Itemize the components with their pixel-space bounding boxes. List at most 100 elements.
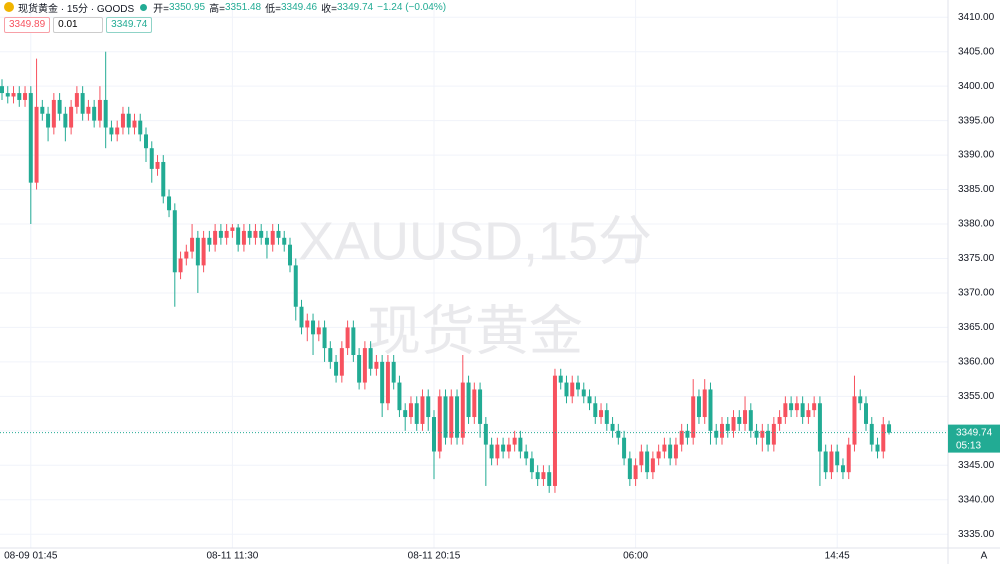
candle-body xyxy=(5,93,10,97)
candle-body xyxy=(253,230,258,238)
candle-body xyxy=(92,106,97,121)
candle-body xyxy=(604,410,609,424)
candle-body xyxy=(794,403,799,411)
candle-body xyxy=(380,361,385,404)
candle-body xyxy=(316,327,321,335)
candle-body xyxy=(593,403,598,418)
candle-body xyxy=(478,389,483,424)
candle-body xyxy=(51,99,56,128)
candle-body xyxy=(97,99,102,121)
candle-body xyxy=(449,396,454,438)
candle-body xyxy=(362,348,367,383)
candle-body xyxy=(512,437,517,445)
y-tick-label: 3385.00 xyxy=(958,184,995,195)
candle-body xyxy=(529,458,534,473)
candle-body xyxy=(495,444,500,459)
candle-body xyxy=(679,430,684,445)
candle-body xyxy=(144,134,148,149)
candle-body xyxy=(305,320,310,328)
candle-body xyxy=(754,430,759,438)
candle-body xyxy=(760,430,765,438)
candle-body xyxy=(46,113,51,128)
ask-box[interactable]: 3349.74 xyxy=(106,17,153,33)
y-tick-label: 3370.00 xyxy=(958,288,995,299)
candle-body xyxy=(374,361,379,369)
watermark: 现货黄金 xyxy=(367,301,583,361)
candle-body xyxy=(236,227,241,245)
ohlc-label: 收= xyxy=(321,3,337,15)
candle-body xyxy=(247,230,252,238)
candle-body xyxy=(535,472,540,480)
candle-body xyxy=(40,106,45,114)
y-tick-label: 3340.00 xyxy=(958,494,995,505)
candle-body xyxy=(524,451,529,459)
candle-body xyxy=(875,444,880,452)
candle-body xyxy=(662,444,667,452)
y-tick-label: 3360.00 xyxy=(958,357,995,368)
candle-body xyxy=(858,396,863,404)
candle-body xyxy=(685,430,690,438)
candle-body xyxy=(178,258,183,273)
candle-body xyxy=(725,423,730,431)
candle-body xyxy=(270,230,275,245)
candle-body xyxy=(552,375,557,486)
candle-body xyxy=(103,99,108,128)
candle-body xyxy=(731,417,736,431)
candle-body xyxy=(639,451,644,466)
candle-body xyxy=(57,99,62,114)
candle-body xyxy=(656,451,661,459)
candle-body xyxy=(622,437,627,459)
candle-body xyxy=(766,430,771,445)
x-tick-label: 14:45 xyxy=(825,551,850,562)
candle-body xyxy=(835,451,840,466)
candle-body xyxy=(437,396,442,452)
candle-body xyxy=(483,423,488,445)
candle-body xyxy=(408,403,413,418)
candle-body xyxy=(777,417,782,424)
x-tick-label: 08-11 20:15 xyxy=(408,551,461,562)
candle-body xyxy=(293,265,298,307)
candle-body xyxy=(207,237,212,245)
candle-body xyxy=(218,230,223,238)
watermark: XAUUSD,15分 xyxy=(298,211,652,271)
candle-body xyxy=(351,327,356,355)
candle-body xyxy=(720,423,724,438)
y-tick-label: 3405.00 xyxy=(958,46,995,57)
candle-body xyxy=(155,161,160,169)
candle-body xyxy=(0,86,4,94)
candle-body xyxy=(345,327,350,349)
candle-body xyxy=(460,382,465,438)
spread-box: 0.01 xyxy=(53,17,104,33)
candle-body xyxy=(829,451,834,473)
candle-body xyxy=(887,424,892,433)
candle-body xyxy=(132,120,137,128)
candle-body xyxy=(368,348,373,369)
candle-body xyxy=(616,430,621,438)
bid-box[interactable]: 3349.89 xyxy=(4,17,51,33)
candle-body xyxy=(558,375,563,383)
candle-body xyxy=(138,120,143,135)
candle-body xyxy=(714,430,719,438)
candle-body xyxy=(812,403,817,411)
y-tick-label: 3335.00 xyxy=(958,529,995,540)
candle-body xyxy=(627,458,632,480)
candle-body xyxy=(581,389,586,397)
candle-body xyxy=(334,361,339,376)
candle-body xyxy=(299,306,304,328)
candle-body xyxy=(195,237,200,266)
y-tick-label: 3395.00 xyxy=(958,115,995,126)
candle-body xyxy=(426,396,431,418)
candle-body xyxy=(817,403,822,452)
candle-body xyxy=(80,93,85,114)
candle-body xyxy=(737,417,742,424)
candle-body xyxy=(339,348,344,376)
candle-body xyxy=(74,93,79,107)
status-dot xyxy=(140,3,148,11)
y-tick-label: 3345.00 xyxy=(958,460,995,471)
candle-body xyxy=(115,127,120,135)
candle-body xyxy=(357,354,362,383)
candle-body xyxy=(673,444,678,459)
candle-body xyxy=(109,127,114,135)
